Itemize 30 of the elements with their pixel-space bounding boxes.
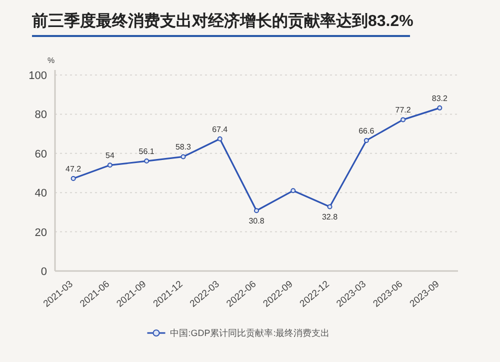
data-label: 83.2 [432,94,448,103]
data-label: 58.3 [175,142,192,152]
point [107,162,112,168]
point [70,176,76,181]
y-tick-label: 80 [34,109,47,122]
point [327,204,332,210]
point [144,158,150,164]
data-label: 47.2 [66,164,82,174]
y-tick-label: 0 [40,266,47,278]
data-label: 67.4 [212,124,228,134]
point [217,136,222,142]
point [364,138,369,143]
point [400,117,406,122]
point [290,188,296,194]
chart-title: 前三季度最终消费支出对经济增长的贡献率达到83.2% [31,11,414,30]
y-tick-label: 100 [28,70,47,82]
y-tick-label: 20 [34,226,47,239]
point [180,154,186,160]
data-label: 32.8 [322,212,338,222]
data-label: 77.2 [395,106,412,115]
data-label: 54 [106,151,115,160]
point [437,105,442,110]
data-label: 66.6 [358,126,375,136]
y-tick-label: 40 [34,188,47,200]
data-label: 56.1 [138,147,155,156]
data-label: 30.8 [248,216,265,226]
point [254,208,259,214]
legend-label: 中国:GDP累计同比贡献率:最终消费支出 [170,328,330,338]
y-axis-title: % [47,56,55,65]
y-tick-label: 60 [34,148,47,160]
